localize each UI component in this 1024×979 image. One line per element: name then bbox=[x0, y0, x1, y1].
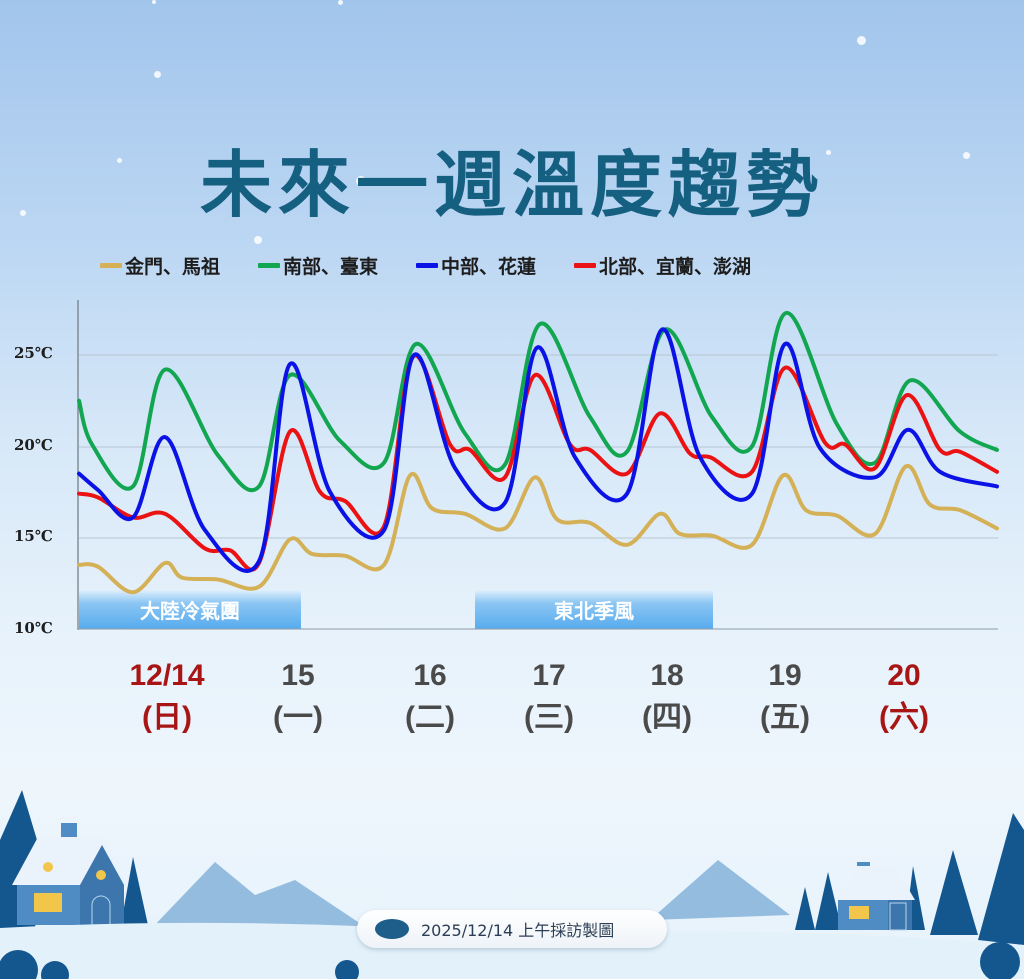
snow-ground bbox=[0, 922, 1024, 979]
cwa-logo-icon bbox=[375, 919, 409, 939]
legend-item-north-yilan-penghu: 北部、宜蘭、澎湖 bbox=[574, 252, 751, 279]
legend-item-central-hualien: 中部、花蓮 bbox=[416, 252, 536, 279]
band-label: 大陸冷氣團 bbox=[140, 598, 240, 623]
bush-icon bbox=[41, 961, 69, 979]
y-tick-20: 20℃ bbox=[14, 436, 53, 454]
band-continental-cold-air-mass: 大陸冷氣團 bbox=[79, 589, 301, 629]
footer-credit: 2025/12/14 上午採訪製圖 bbox=[357, 910, 667, 948]
legend-swatch-green bbox=[258, 263, 281, 268]
legend-item-kinmen-matsu: 金門、馬祖 bbox=[100, 252, 220, 279]
day-date: 16 bbox=[413, 659, 447, 692]
day-weekday: (日) bbox=[142, 701, 192, 734]
legend-label: 金門、馬祖 bbox=[125, 256, 221, 278]
snowflake-decoration bbox=[154, 71, 161, 78]
day-label-tue: 16 (二) bbox=[370, 655, 490, 739]
snowflake-decoration bbox=[254, 236, 262, 244]
y-tick-10: 10℃ bbox=[14, 619, 53, 637]
mountain-left bbox=[150, 862, 370, 930]
snowflake-decoration bbox=[356, 176, 366, 186]
y-tick-25: 25℃ bbox=[14, 344, 53, 362]
band-northeast-monsoon: 東北季風 bbox=[475, 589, 713, 629]
snowflake-decoration bbox=[20, 210, 26, 216]
snowflake-decoration bbox=[963, 152, 970, 159]
house-icon-left bbox=[12, 823, 126, 926]
day-date: 20 bbox=[887, 659, 921, 692]
day-label-thu: 18 (四) bbox=[607, 655, 727, 739]
day-date: 17 bbox=[532, 659, 566, 692]
day-weekday: (六) bbox=[879, 701, 929, 734]
y-tick-15: 15℃ bbox=[14, 527, 53, 545]
day-weekday: (一) bbox=[273, 701, 323, 734]
snowflake-decoration bbox=[703, 197, 708, 202]
legend-swatch-red bbox=[574, 263, 597, 268]
snowflake-decoration bbox=[338, 0, 343, 5]
gridlines bbox=[79, 354, 998, 630]
legend-item-south-taitung: 南部、臺東 bbox=[258, 252, 378, 279]
day-weekday: (二) bbox=[405, 701, 455, 734]
day-date: 19 bbox=[768, 659, 802, 692]
series-line-south-taitung bbox=[77, 311, 999, 493]
day-label-sun: 12/14 (日) bbox=[107, 655, 227, 739]
page-title: 未來一週溫度趨勢 bbox=[199, 143, 824, 228]
bush-icon bbox=[335, 960, 359, 979]
band-label: 東北季風 bbox=[554, 598, 634, 623]
legend-swatch-gold bbox=[100, 263, 122, 268]
snowflake-decoration bbox=[826, 150, 831, 155]
tree-icon bbox=[978, 813, 1024, 945]
series-line-kinmen-matsu bbox=[77, 464, 999, 595]
day-weekday: (四) bbox=[642, 701, 692, 734]
day-weekday: (三) bbox=[524, 701, 574, 734]
legend-swatch-blue bbox=[416, 263, 439, 268]
day-date: 15 bbox=[281, 659, 315, 692]
tree-icon bbox=[795, 887, 815, 930]
bush-icon bbox=[0, 950, 38, 979]
legend-label: 南部、臺東 bbox=[283, 256, 379, 278]
day-weekday: (五) bbox=[760, 701, 810, 734]
day-label-fri: 19 (五) bbox=[725, 655, 845, 739]
snowflake-decoration bbox=[857, 36, 866, 45]
day-label-mon: 15 (一) bbox=[238, 655, 358, 739]
series-layer bbox=[77, 311, 999, 595]
tree-icon bbox=[815, 872, 842, 930]
mountain-right bbox=[650, 860, 790, 920]
snowflake-decoration bbox=[152, 0, 156, 4]
snowflake-decoration bbox=[117, 158, 122, 163]
tree-icon bbox=[930, 850, 978, 935]
day-date: 12/14 bbox=[129, 659, 205, 692]
footer-text: 2025/12/14 上午採訪製圖 bbox=[421, 921, 615, 940]
chart-legend: 金門、馬祖 南部、臺東 中部、花蓮 北部、宜蘭、澎湖 bbox=[100, 252, 751, 279]
house-icon-right bbox=[837, 862, 915, 931]
legend-label: 北部、宜蘭、澎湖 bbox=[599, 256, 752, 278]
day-label-wed: 17 (三) bbox=[489, 655, 609, 739]
bush-icon bbox=[980, 942, 1020, 979]
day-date: 18 bbox=[650, 659, 684, 692]
day-label-sat: 20 (六) bbox=[844, 655, 964, 739]
tree-icon bbox=[120, 857, 148, 930]
legend-label: 中部、花蓮 bbox=[441, 256, 537, 278]
series-line-central-hualien bbox=[77, 327, 999, 573]
